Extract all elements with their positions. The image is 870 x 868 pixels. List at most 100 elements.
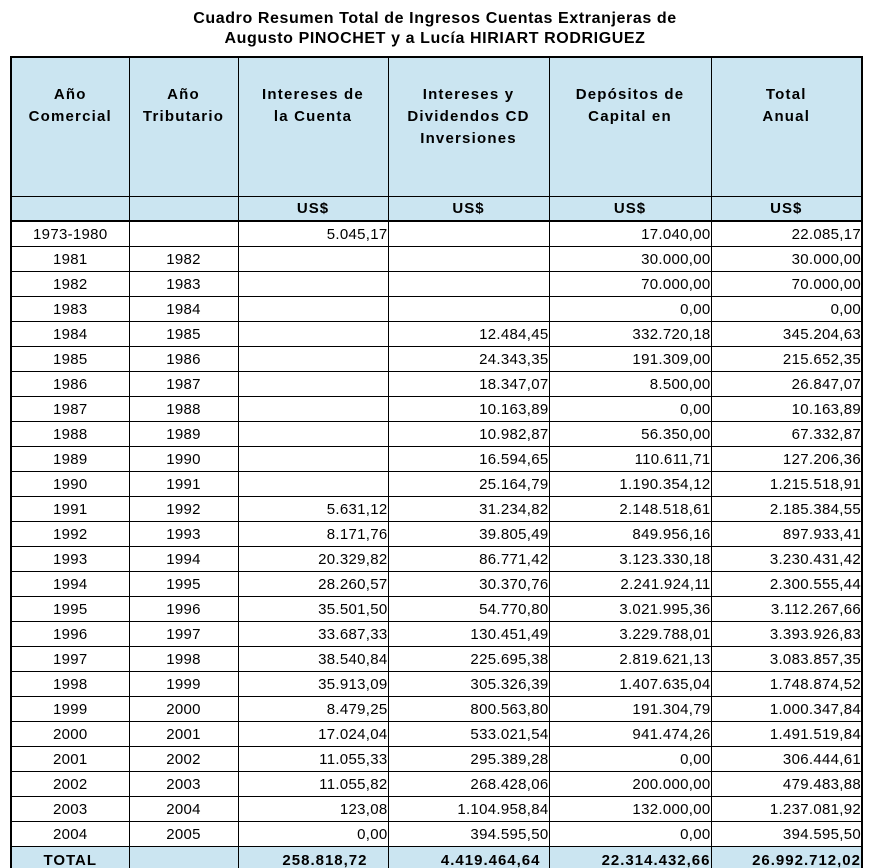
cell-depositos-capital: 0,00 xyxy=(548,821,712,847)
cell-ano-comercial: 1997 xyxy=(10,646,130,672)
cell-intereses-cuenta: 11.055,33 xyxy=(237,746,389,772)
cell-ano-tributario: 1999 xyxy=(128,671,239,697)
cell-ano-tributario: 2003 xyxy=(128,771,239,797)
cell-total-anual: 345.204,63 xyxy=(710,321,863,347)
cell-depositos-capital: 0,00 xyxy=(548,296,712,322)
cell-total-anual: 1.237.081,92 xyxy=(710,796,863,822)
cell-depositos-capital: 30.000,00 xyxy=(548,246,712,272)
cell-ano-comercial: 1984 xyxy=(10,321,130,347)
cell-ano-comercial: 1988 xyxy=(10,421,130,447)
column-header-total-anual: Total Anual xyxy=(710,56,863,197)
cell-total-anual: 30.000,00 xyxy=(710,246,863,272)
cell-intereses-dividendos: 39.805,49 xyxy=(387,521,550,547)
table-row: 1987 1988 10.163,89 0,00 10.163,89 xyxy=(10,396,863,422)
table-row: 1984 1985 12.484,45 332.720,18 345.204,63 xyxy=(10,321,863,347)
cell-ano-tributario: 2005 xyxy=(128,821,239,847)
table-row: 1990 1991 25.164,79 1.190.354,12 1.215.518,9… xyxy=(10,471,863,497)
table-row: 2004 2005 0,00 394.595,50 0,00 394.595,50 xyxy=(10,821,863,847)
cell-ano-tributario: 1988 xyxy=(128,396,239,422)
total-total-anual: 26.992.712,02 xyxy=(710,846,863,868)
cell-total-anual: 26.847,07 xyxy=(710,371,863,397)
cell-intereses-cuenta: 38.540,84 xyxy=(237,646,389,672)
cell-depositos-capital: 191.304,79 xyxy=(548,696,712,722)
cell-intereses-cuenta xyxy=(237,246,389,272)
cell-intereses-cuenta: 8.171,76 xyxy=(237,521,389,547)
cell-ano-comercial: 1989 xyxy=(10,446,130,472)
cell-intereses-dividendos: 394.595,50 xyxy=(387,821,550,847)
column-header-intereses-cuenta: Intereses de la Cuenta xyxy=(237,56,389,197)
table-row: 2003 2004 123,08 1.104.958,84 132.000,00 1.23… xyxy=(10,796,863,822)
cell-ano-tributario: 1986 xyxy=(128,346,239,372)
currency-cell-empty-1 xyxy=(10,196,130,222)
cell-intereses-dividendos: 18.347,07 xyxy=(387,371,550,397)
cell-ano-tributario xyxy=(128,220,239,247)
cell-depositos-capital: 3.021.995,36 xyxy=(548,596,712,622)
cell-total-anual: 70.000,00 xyxy=(710,271,863,297)
cell-depositos-capital: 191.309,00 xyxy=(548,346,712,372)
cell-depositos-capital: 1.407.635,04 xyxy=(548,671,712,697)
total-intereses-cuenta: 258.818,72 xyxy=(237,846,389,868)
cell-ano-tributario: 1997 xyxy=(128,621,239,647)
cell-intereses-cuenta: 5.631,12 xyxy=(237,496,389,522)
cell-total-anual: 1.215.518,91 xyxy=(710,471,863,497)
cell-ano-tributario: 1996 xyxy=(128,596,239,622)
cell-ano-tributario: 1982 xyxy=(128,246,239,272)
cell-intereses-cuenta: 35.501,50 xyxy=(237,596,389,622)
table-row: 2001 2002 11.055,33 295.389,28 0,00 306.444,6… xyxy=(10,746,863,772)
currency-label-intereses-dividendos: US$ xyxy=(387,196,550,222)
cell-intereses-cuenta: 0,00 xyxy=(237,821,389,847)
cell-intereses-dividendos: 130.451,49 xyxy=(387,621,550,647)
cell-intereses-dividendos: 1.104.958,84 xyxy=(387,796,550,822)
total-row: TOTAL 258.818,72 4.419.464,64 22.314.432… xyxy=(10,846,863,868)
currency-label-depositos-capital: US$ xyxy=(548,196,712,222)
cell-intereses-cuenta: 123,08 xyxy=(237,796,389,822)
cell-ano-comercial: 1987 xyxy=(10,396,130,422)
cell-intereses-dividendos: 268.428,06 xyxy=(387,771,550,797)
currency-label-total-anual: US$ xyxy=(710,196,863,222)
cell-intereses-cuenta xyxy=(237,321,389,347)
column-header-ano-tributario: Año Tributario xyxy=(128,56,239,197)
income-summary-table: Año Comercial Año Tributario Intereses d… xyxy=(10,56,863,868)
column-header-intereses-dividendos: Intereses y Dividendos CD Inversiones xyxy=(387,56,550,197)
cell-ano-tributario: 1994 xyxy=(128,546,239,572)
cell-ano-comercial: 2000 xyxy=(10,721,130,747)
cell-total-anual: 2.185.384,55 xyxy=(710,496,863,522)
cell-intereses-dividendos: 12.484,45 xyxy=(387,321,550,347)
cell-intereses-cuenta: 11.055,82 xyxy=(237,771,389,797)
cell-depositos-capital: 132.000,00 xyxy=(548,796,712,822)
cell-total-anual: 67.332,87 xyxy=(710,421,863,447)
cell-ano-comercial: 1986 xyxy=(10,371,130,397)
cell-total-anual: 394.595,50 xyxy=(710,821,863,847)
cell-depositos-capital: 332.720,18 xyxy=(548,321,712,347)
cell-depositos-capital: 2.148.518,61 xyxy=(548,496,712,522)
cell-ano-tributario: 1991 xyxy=(128,471,239,497)
title-line-1: Cuadro Resumen Total de Ingresos Cuentas… xyxy=(193,10,677,27)
cell-ano-tributario: 1990 xyxy=(128,446,239,472)
cell-intereses-cuenta xyxy=(237,471,389,497)
cell-total-anual: 1.491.519,84 xyxy=(710,721,863,747)
cell-ano-tributario: 1983 xyxy=(128,271,239,297)
table-row: 1999 2000 8.479,25 800.563,80 191.304,79 1.00… xyxy=(10,696,863,722)
cell-intereses-dividendos xyxy=(387,296,550,322)
cell-intereses-dividendos: 10.982,87 xyxy=(387,421,550,447)
cell-depositos-capital: 17.040,00 xyxy=(548,220,712,247)
cell-ano-comercial: 1982 xyxy=(10,271,130,297)
cell-ano-comercial: 1990 xyxy=(10,471,130,497)
table-row: 1983 1984 0,00 0,00 xyxy=(10,296,863,322)
cell-total-anual: 3.230.431,42 xyxy=(710,546,863,572)
cell-depositos-capital: 849.956,16 xyxy=(548,521,712,547)
cell-ano-comercial: 1995 xyxy=(10,596,130,622)
total-depositos-capital: 22.314.432,66 xyxy=(548,846,712,868)
cell-depositos-capital: 200.000,00 xyxy=(548,771,712,797)
cell-ano-tributario: 2001 xyxy=(128,721,239,747)
header-row: Año Comercial Año Tributario Intereses d… xyxy=(10,56,863,197)
currency-cell-empty-2 xyxy=(128,196,239,222)
currency-row: US$ US$ US$ US$ xyxy=(10,196,863,222)
cell-intereses-dividendos: 305.326,39 xyxy=(387,671,550,697)
cell-ano-comercial: 1973-1980 xyxy=(10,220,130,247)
cell-ano-tributario: 1995 xyxy=(128,571,239,597)
table-row: 1992 1993 8.171,76 39.805,49 849.956,16 897.9… xyxy=(10,521,863,547)
cell-intereses-dividendos: 25.164,79 xyxy=(387,471,550,497)
cell-ano-tributario: 2004 xyxy=(128,796,239,822)
cell-ano-tributario: 1985 xyxy=(128,321,239,347)
